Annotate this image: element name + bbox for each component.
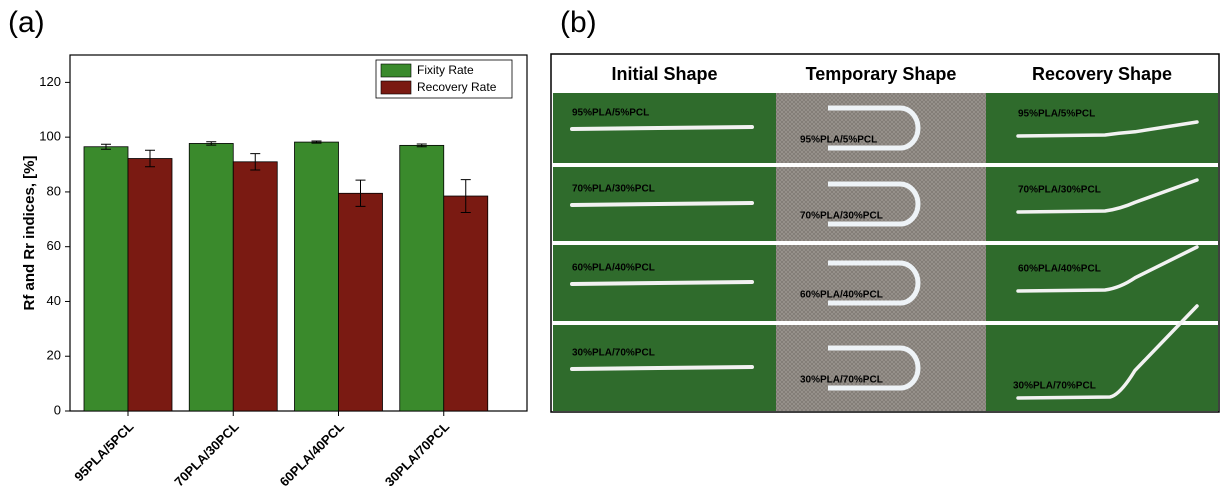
y-tick-label: 20 [47,348,61,363]
y-tick-label: 120 [39,74,61,89]
x-tick-label: 60PLA/40PCL [277,419,347,489]
specimen [572,203,752,205]
y-tick-label: 40 [47,293,61,308]
photo-cell [776,245,986,321]
bar [233,162,277,411]
legend-swatch [381,64,411,77]
photo-cell [986,167,1218,241]
y-tick-label: 80 [47,183,61,198]
legend-label: Recovery Rate [417,80,497,94]
specimen-label: 70%PLA/30%PCL [572,184,655,195]
x-tick-label: 95PLA/5PCL [71,419,136,484]
bar [128,159,172,411]
specimen-label: 70%PLA/30%PCL [800,211,883,222]
specimen-label: 60%PLA/40%PCL [800,290,883,301]
column-header: Initial Shape [611,64,717,84]
legend-label: Fixity Rate [417,63,474,77]
specimen-label: 70%PLA/30%PCL [1018,185,1101,196]
specimen-label: 60%PLA/40%PCL [572,263,655,274]
y-tick-label: 0 [54,402,61,417]
specimen-label: 30%PLA/70%PCL [800,375,883,386]
specimen [572,127,752,129]
figure: (a) (b) 0 20 40 60 80 100 120 Rf and Rr indices… [0,0,1222,489]
panel-label: (b) [560,6,597,39]
photo-grid: Initial Shape Temporary Shape Recovery Sha… [551,54,1219,412]
column-header: Recovery Shape [1032,64,1172,84]
x-tick-label: 30PLA/70PCL [382,419,452,489]
specimen [572,367,752,369]
column-header: Temporary Shape [806,64,957,84]
bar [400,145,444,411]
x-tick-label: 70PLA/30PCL [171,419,241,489]
y-tick-label: 60 [47,238,61,253]
legend-swatch [381,81,411,94]
bar [295,142,339,411]
photo-cell [776,93,986,163]
specimen-label: 60%PLA/40%PCL [1018,264,1101,275]
specimen [572,282,752,284]
bar [189,143,233,411]
photo-cell [776,167,986,241]
specimen-label: 95%PLA/5%PCL [800,135,877,146]
bar [84,147,128,411]
photo-cell [986,245,1218,321]
y-tick-label: 100 [39,129,61,144]
specimen-label: 30%PLA/70%PCL [1013,381,1096,392]
photo-cell [986,93,1218,163]
bar-chart: 0 20 40 60 80 100 120 Rf and Rr indices, [%] 95P… [21,55,527,489]
bar [339,193,383,411]
panel-label: (a) [8,6,45,39]
y-axis-label: Rf and Rr indices, [%] [21,155,38,310]
specimen-label: 95%PLA/5%PCL [1018,109,1095,120]
specimen-label: 30%PLA/70%PCL [572,348,655,359]
photo-cell [776,325,986,411]
specimen-label: 95%PLA/5%PCL [572,108,649,119]
bar [444,196,488,411]
